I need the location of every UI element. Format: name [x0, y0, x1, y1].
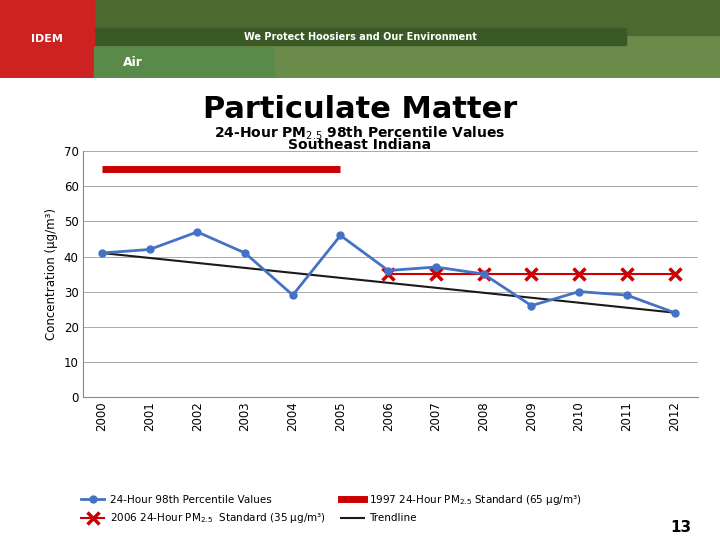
Text: 13: 13	[670, 519, 691, 535]
Y-axis label: Concentration (μg/m³): Concentration (μg/m³)	[45, 208, 58, 340]
Legend: 24-Hour 98th Percentile Values, 2006 24-Hour PM$_{2.5}$  Standard (35 μg/m³), 19: 24-Hour 98th Percentile Values, 2006 24-…	[77, 489, 586, 529]
Text: Particulate Matter: Particulate Matter	[203, 94, 517, 124]
Text: Air: Air	[123, 56, 143, 69]
Text: 24-Hour PM$_{2.5}$ 98th Percentile Values: 24-Hour PM$_{2.5}$ 98th Percentile Value…	[215, 124, 505, 141]
Bar	[94, 47, 274, 78]
Bar	[94, 28, 626, 45]
Text: We Protect Hoosiers and Our Environment: We Protect Hoosiers and Our Environment	[243, 32, 477, 42]
Text: Southeast Indiana: Southeast Indiana	[289, 138, 431, 152]
Bar	[0, 0, 94, 78]
Bar	[0, 0, 720, 35]
Text: IDEM: IDEM	[31, 34, 63, 44]
